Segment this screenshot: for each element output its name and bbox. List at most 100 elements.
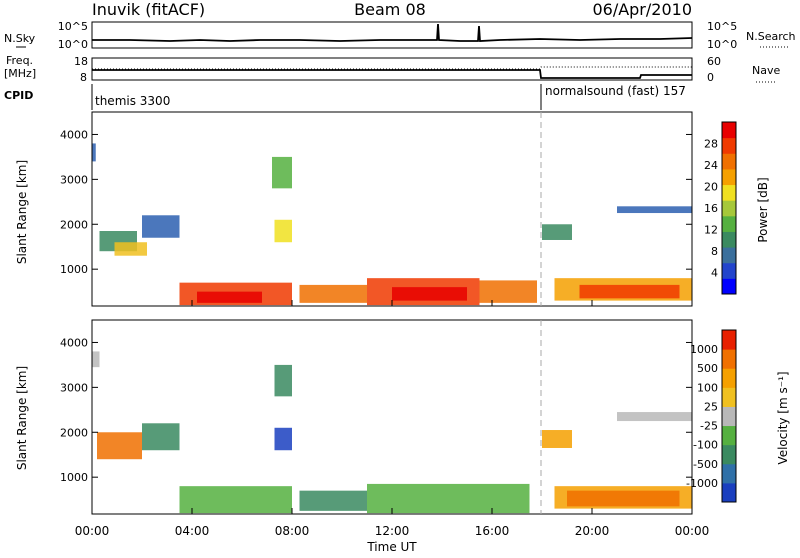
- power-colorbar-swatch-8: [722, 153, 736, 170]
- power-region-10: [392, 287, 467, 301]
- power-colorbar-swatch-4: [722, 215, 736, 232]
- xtick-label-1: 04:00: [175, 524, 210, 538]
- velocity-colorbar-tick-4: -25: [700, 420, 718, 433]
- velocity-colorbar-swatch-5: [722, 387, 736, 407]
- velocity-ytick-label-1: 2000: [60, 426, 88, 439]
- power-ytick-label-1: 2000: [60, 218, 88, 231]
- cpid-label: CPID: [4, 89, 33, 102]
- power-colorbar-frame: [721, 121, 737, 295]
- velocity-ylabel: Slant Range [km]: [15, 366, 29, 470]
- noise-sky-label: N.Sky: [4, 32, 36, 45]
- velocity-region-4: [274, 364, 292, 397]
- cpid-segment-2: normalsound (fast) 157: [545, 84, 686, 98]
- date-title: 06/Apr/2010: [592, 0, 692, 19]
- freq-right-tick-top: 60: [707, 55, 721, 68]
- velocity-ytick-label-0: 1000: [60, 471, 88, 484]
- noise-panel: N.Sky 10^5 10^0 10^5 10^0 N.Search: [4, 20, 796, 51]
- velocity-region-10: [567, 490, 680, 507]
- velocity-colorbar-swatch-6: [722, 368, 736, 388]
- velocity-ytick-label-3: 4000: [60, 336, 88, 349]
- power-ylabel: Slant Range [km]: [15, 160, 29, 264]
- velocity-colorbar-label: Velocity [m s⁻¹]: [776, 371, 790, 464]
- velocity-region-2: [142, 423, 180, 451]
- velocity-colorbar-swatch-7: [722, 349, 736, 369]
- power-colorbar-swatch-2: [722, 247, 736, 264]
- xtick-label-4: 16:00: [475, 524, 510, 538]
- noise-sky-trace: [92, 23, 693, 42]
- xtick-label-0: 00:00: [75, 524, 110, 538]
- freq-label-line2: [MHz]: [4, 67, 36, 80]
- power-colorbar-tick-4: 20: [704, 181, 718, 194]
- xtick-label-2: 08:00: [275, 524, 310, 538]
- velocity-region-3: [179, 486, 292, 514]
- power-region-15: [617, 206, 692, 214]
- power-region-2: [114, 242, 147, 256]
- velocity-colorbar-swatch-4: [722, 406, 736, 427]
- power-y-ticks: 1000 2000 3000 4000: [60, 128, 692, 276]
- power-colorbar-tick-3: 16: [704, 202, 718, 215]
- power-colorbar-label: Power [dB]: [756, 177, 770, 242]
- velocity-panel: 1000 2000 3000 4000 Slant Range [km] 1000 50…: [15, 300, 790, 554]
- xtick-label-3: 12:00: [375, 524, 410, 538]
- nave-trace: [92, 66, 692, 70]
- power-colorbar: 4 8 12 16 20 24 28: [704, 121, 737, 295]
- velocity-colorbar-swatch-2: [722, 444, 736, 465]
- velocity-colorbar-tick-7: -1000: [686, 477, 718, 490]
- cpid-segment-1: themis 3300: [95, 94, 170, 108]
- noise-left-tick-top: 10^5: [58, 20, 88, 33]
- velocity-colorbar-tick-3: 25: [704, 400, 718, 413]
- station-title: Inuvik (fitACF): [92, 0, 205, 19]
- nave-label: Nave: [752, 64, 780, 77]
- power-region-8: [299, 284, 367, 303]
- velocity-colorbar-tick-2: 100: [697, 381, 718, 394]
- power-ytick-label-0: 1000: [60, 263, 88, 276]
- power-colorbar-swatch-9: [722, 137, 736, 154]
- power-panel: 1000 2000 3000 4000 Slant Range [km] 4 8 12 16…: [15, 111, 770, 307]
- power-colorbar-swatch-1: [722, 262, 736, 279]
- noise-right-tick-top: 10^5: [707, 20, 737, 33]
- power-region-3: [142, 215, 180, 238]
- noise-left-tick-bottom: 10^0: [58, 38, 88, 51]
- time-x-ticks: 00:00 04:00 08:00 12:00 16:00 20:00 00:00: [75, 300, 710, 538]
- velocity-ytick-label-2: 3000: [60, 381, 88, 394]
- power-data-regions: [92, 143, 692, 306]
- power-region-14: [579, 284, 680, 299]
- power-region-0: [92, 143, 96, 162]
- freq-trace: [92, 69, 692, 79]
- power-region-6: [272, 156, 292, 189]
- power-colorbar-swatch-3: [722, 231, 736, 248]
- power-colorbar-swatch-5: [722, 200, 736, 217]
- velocity-colorbar-tick-1: 500: [697, 362, 718, 375]
- power-colorbar-swatch-10: [722, 122, 736, 139]
- freq-left-tick-bottom: 8: [80, 71, 87, 84]
- power-colorbar-tick-5: 24: [704, 159, 718, 172]
- power-region-11: [479, 280, 537, 303]
- freq-left-tick-top: 18: [74, 55, 88, 68]
- power-colorbar-swatch-6: [722, 184, 736, 201]
- velocity-colorbar-swatch-3: [722, 425, 736, 446]
- power-region-5: [197, 291, 262, 303]
- velocity-y-ticks: 1000 2000 3000 4000: [60, 336, 692, 484]
- velocity-data-regions: [92, 351, 692, 514]
- noise-right-tick-bottom: 10^0: [707, 38, 737, 51]
- velocity-colorbar-tick-0: 1000: [690, 343, 718, 356]
- beam-title: Beam 08: [354, 0, 426, 19]
- xtick-label-6: 00:00: [675, 524, 710, 538]
- freq-panel: Freq. [MHz] 18 8 60 0 Nave: [4, 54, 780, 84]
- velocity-colorbar-swatch-8: [722, 330, 736, 350]
- velocity-region-0: [92, 351, 100, 368]
- power-colorbar-tick-2: 12: [704, 224, 718, 237]
- power-region-7: [274, 219, 292, 243]
- freq-right-tick-bottom: 0: [707, 71, 714, 84]
- power-region-12: [542, 224, 572, 240]
- velocity-region-6: [299, 490, 367, 511]
- velocity-colorbar-tick-5: -100: [693, 439, 718, 452]
- xtick-label-5: 20:00: [575, 524, 610, 538]
- velocity-region-7: [367, 483, 530, 514]
- cpid-panel: CPID themis 3300 normalsound (fast) 157: [4, 84, 686, 110]
- velocity-colorbar-tick-6: -500: [693, 458, 718, 471]
- velocity-colorbar: 1000 500 100 25 -25 -100 -500 -1000: [686, 329, 737, 503]
- power-colorbar-tick-6: 28: [704, 138, 718, 151]
- freq-label-line1: Freq.: [6, 54, 33, 67]
